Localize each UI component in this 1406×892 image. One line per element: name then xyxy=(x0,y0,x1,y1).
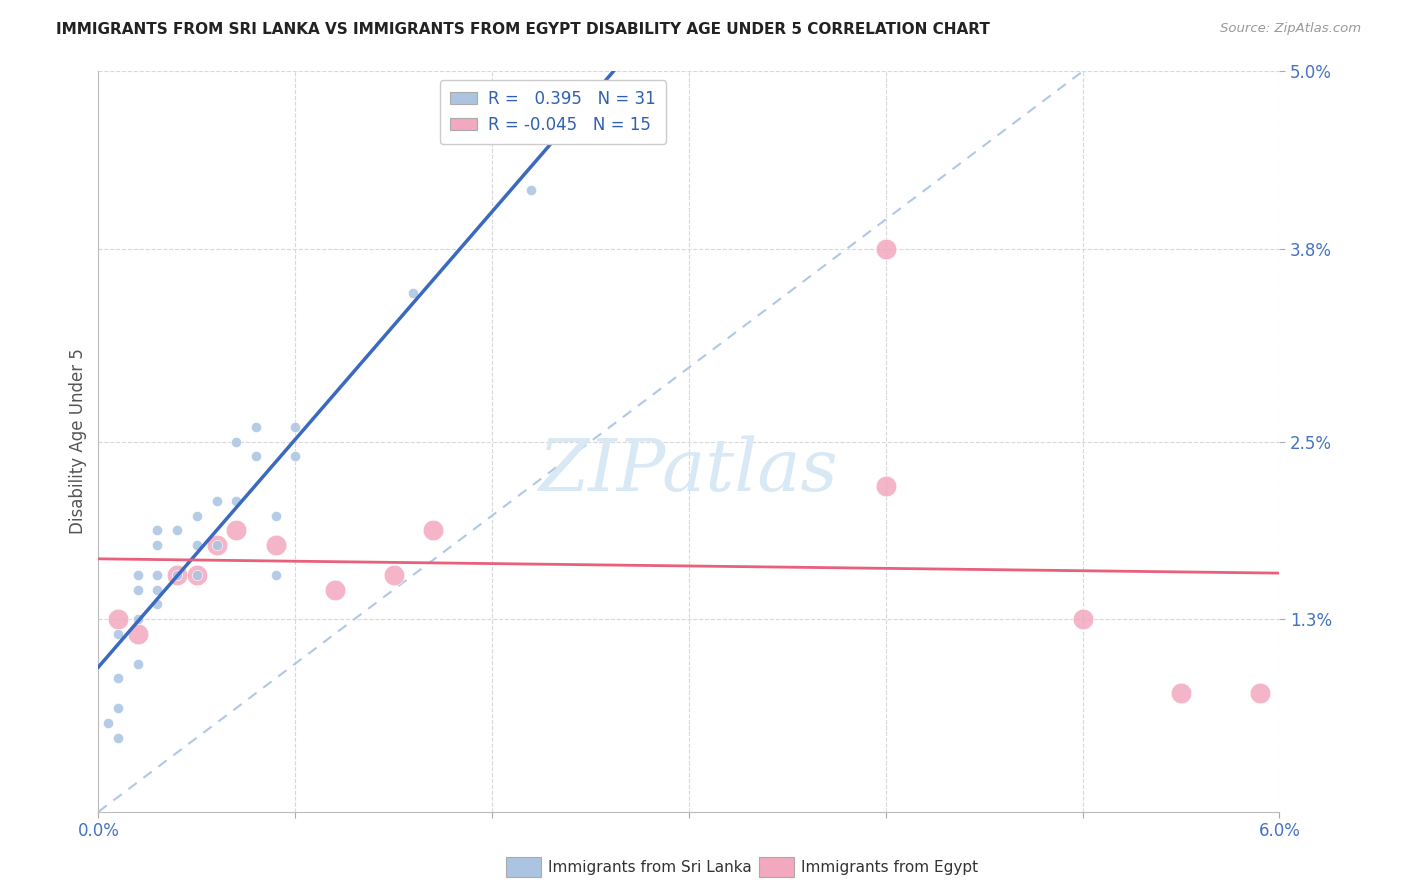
Point xyxy=(245,419,267,434)
Text: Immigrants from Egypt: Immigrants from Egypt xyxy=(801,861,979,875)
Point xyxy=(127,582,149,597)
Point xyxy=(186,538,208,552)
Point xyxy=(402,286,425,301)
Point xyxy=(186,508,208,523)
Point xyxy=(146,567,169,582)
Point xyxy=(166,567,188,582)
Point xyxy=(225,524,247,538)
Point xyxy=(107,731,129,745)
Point xyxy=(1170,686,1192,700)
Point xyxy=(107,612,129,626)
Point xyxy=(264,538,287,552)
Point xyxy=(205,493,228,508)
Point xyxy=(1071,612,1094,626)
Legend: R =   0.395   N = 31, R = -0.045   N = 15: R = 0.395 N = 31, R = -0.045 N = 15 xyxy=(440,79,666,144)
Point xyxy=(264,567,287,582)
Point xyxy=(166,524,188,538)
Point xyxy=(127,657,149,671)
Text: Immigrants from Sri Lanka: Immigrants from Sri Lanka xyxy=(548,861,752,875)
Point xyxy=(382,567,405,582)
Point xyxy=(875,242,897,256)
Point xyxy=(520,183,543,197)
Point xyxy=(146,598,169,612)
Point xyxy=(146,538,169,552)
Point xyxy=(166,567,188,582)
Point xyxy=(186,567,208,582)
Point xyxy=(127,627,149,641)
Text: ZIPatlas: ZIPatlas xyxy=(538,436,839,507)
Point xyxy=(225,493,247,508)
Point xyxy=(107,701,129,715)
Text: Source: ZipAtlas.com: Source: ZipAtlas.com xyxy=(1220,22,1361,36)
Point xyxy=(264,508,287,523)
Point xyxy=(146,582,169,597)
Point xyxy=(422,524,444,538)
Point xyxy=(146,524,169,538)
Point xyxy=(107,627,129,641)
Point xyxy=(97,715,120,730)
Text: IMMIGRANTS FROM SRI LANKA VS IMMIGRANTS FROM EGYPT DISABILITY AGE UNDER 5 CORREL: IMMIGRANTS FROM SRI LANKA VS IMMIGRANTS … xyxy=(56,22,990,37)
Point xyxy=(284,419,307,434)
Point xyxy=(245,450,267,464)
Point xyxy=(284,450,307,464)
Point xyxy=(875,479,897,493)
Point xyxy=(225,434,247,449)
Y-axis label: Disability Age Under 5: Disability Age Under 5 xyxy=(69,349,87,534)
Point xyxy=(1249,686,1271,700)
Point xyxy=(186,567,208,582)
Point xyxy=(107,672,129,686)
Point xyxy=(205,538,228,552)
Point xyxy=(205,538,228,552)
Point xyxy=(127,612,149,626)
Point xyxy=(127,567,149,582)
Point xyxy=(323,582,346,597)
